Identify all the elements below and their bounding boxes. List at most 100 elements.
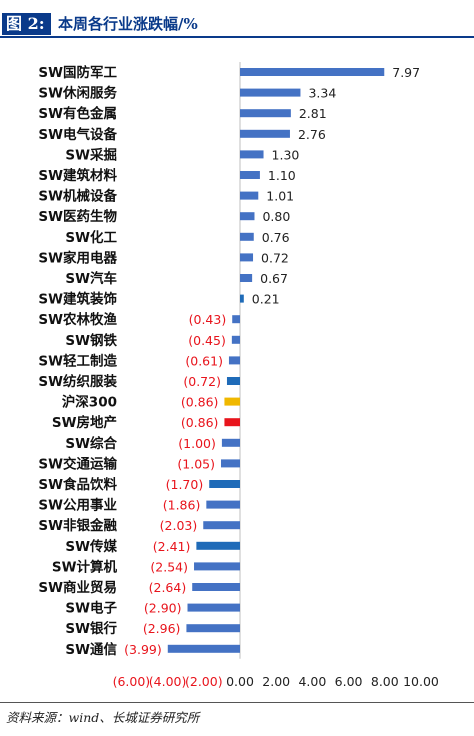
category-label: SW轻工制造 bbox=[38, 352, 117, 369]
category-label: SW商业贸易 bbox=[38, 579, 117, 596]
bar bbox=[240, 253, 254, 262]
bar bbox=[240, 191, 259, 200]
bar bbox=[240, 129, 290, 138]
bar bbox=[240, 88, 301, 97]
value-label: 1.10 bbox=[268, 168, 296, 183]
x-tick-label: 6.00 bbox=[335, 674, 363, 689]
category-label: SW通信 bbox=[65, 641, 117, 658]
bar bbox=[240, 294, 244, 303]
x-tick-label: 4.00 bbox=[298, 674, 326, 689]
bar-chart: SW国防军工 7.97 SW休闲服务 3.34 SW有色金属 2.81 SW电气设备 2.76… bbox=[38, 62, 439, 689]
value-label: 1.01 bbox=[266, 189, 294, 204]
category-label: SW纺织服装 bbox=[38, 373, 117, 390]
category-label: SW建筑材料 bbox=[38, 167, 117, 184]
footer-divider bbox=[0, 702, 474, 703]
value-label: 0.67 bbox=[260, 271, 288, 286]
value-label: 0.72 bbox=[261, 250, 289, 265]
value-label: (2.54) bbox=[150, 559, 188, 574]
bar bbox=[206, 500, 240, 509]
category-label: SW国防军工 bbox=[38, 64, 117, 81]
value-label: (0.45) bbox=[188, 333, 226, 348]
category-label: SW农林牧渔 bbox=[38, 311, 117, 328]
category-label: SW采掘 bbox=[65, 146, 117, 163]
bar bbox=[240, 150, 264, 159]
bars-layer bbox=[167, 62, 385, 659]
category-label: SW食品饮料 bbox=[38, 476, 117, 493]
bar bbox=[203, 521, 240, 530]
bar bbox=[240, 109, 291, 118]
value-label: 0.21 bbox=[252, 292, 280, 307]
category-label: SW有色金属 bbox=[38, 105, 117, 122]
bar bbox=[221, 438, 240, 447]
category-label: SW钢铁 bbox=[65, 332, 117, 349]
x-tick-label: 8.00 bbox=[371, 674, 399, 689]
value-label: (0.86) bbox=[181, 415, 219, 430]
source-note: 资料来源：wind、长城证券研究所 bbox=[6, 710, 200, 725]
bar bbox=[240, 171, 260, 179]
x-tick-label: (2.00) bbox=[185, 674, 223, 689]
x-tick-label: 2.00 bbox=[262, 674, 290, 689]
value-label: (3.99) bbox=[124, 642, 162, 657]
value-label: (1.86) bbox=[163, 498, 201, 513]
bar bbox=[187, 603, 240, 612]
value-label: (1.05) bbox=[177, 456, 215, 471]
bar bbox=[220, 459, 240, 468]
bar bbox=[194, 562, 240, 571]
value-label: (1.70) bbox=[166, 477, 204, 492]
value-label: (2.03) bbox=[160, 518, 198, 533]
value-label: (0.43) bbox=[189, 312, 227, 327]
value-label: 3.34 bbox=[308, 86, 336, 101]
x-tick-label: (4.00) bbox=[149, 674, 187, 689]
category-label: SW家用电器 bbox=[38, 249, 117, 266]
x-tick-label: 10.00 bbox=[403, 674, 439, 689]
bar bbox=[240, 68, 385, 76]
x-axis-ticks: (6.00)(4.00)(2.00) 0.00 2.00 4.00 6.00 8.00 10… bbox=[113, 674, 439, 689]
figure-tag: 图 2: bbox=[2, 13, 51, 35]
category-label: SW休闲服务 bbox=[38, 85, 117, 102]
value-label: (2.41) bbox=[153, 539, 191, 554]
value-label: (2.64) bbox=[149, 580, 187, 595]
category-label: SW银行 bbox=[65, 620, 117, 637]
bar bbox=[196, 541, 240, 550]
figure-title: 本周各行业涨跌幅/% bbox=[58, 15, 198, 33]
category-label: SW机械设备 bbox=[38, 188, 117, 205]
bar bbox=[209, 480, 240, 488]
bar bbox=[192, 583, 240, 591]
category-label: SW建筑装饰 bbox=[38, 291, 117, 308]
bar bbox=[167, 644, 240, 653]
bar bbox=[186, 624, 240, 633]
value-label: 0.76 bbox=[262, 230, 290, 245]
bar bbox=[240, 232, 254, 241]
bar bbox=[228, 356, 240, 365]
category-label: SW医药生物 bbox=[38, 208, 117, 225]
bar bbox=[226, 377, 240, 385]
category-label: SW公用事业 bbox=[38, 497, 117, 514]
value-label: (1.00) bbox=[178, 436, 216, 451]
category-label: SW传媒 bbox=[65, 538, 117, 555]
header-divider bbox=[0, 36, 474, 38]
value-label: (0.61) bbox=[185, 353, 223, 368]
value-label: 7.97 bbox=[392, 65, 420, 80]
figure-header: 图 2: 本周各行业涨跌幅/% bbox=[0, 0, 474, 38]
category-label: SW房地产 bbox=[52, 414, 117, 431]
value-label: 0.80 bbox=[262, 209, 290, 224]
value-label: 2.81 bbox=[299, 106, 327, 121]
value-label: (2.90) bbox=[144, 601, 182, 616]
value-label: (2.96) bbox=[143, 621, 181, 636]
x-tick-label: 0.00 bbox=[226, 674, 254, 689]
bar bbox=[224, 418, 240, 427]
category-label: SW交通运输 bbox=[38, 455, 117, 472]
value-label: 2.76 bbox=[298, 127, 326, 142]
x-tick-label: (6.00) bbox=[113, 674, 151, 689]
value-label: 1.30 bbox=[272, 147, 300, 162]
category-label: SW非银金融 bbox=[38, 517, 117, 534]
category-label: SW电子 bbox=[65, 600, 117, 617]
value-label: (0.86) bbox=[181, 395, 219, 410]
bar bbox=[231, 335, 240, 344]
category-label: SW综合 bbox=[65, 435, 117, 452]
category-label: SW化工 bbox=[65, 229, 117, 246]
bar bbox=[224, 397, 240, 406]
bar bbox=[240, 274, 253, 282]
labels-layer: SW国防军工 7.97 SW休闲服务 3.34 SW有色金属 2.81 SW电气设备 2.76… bbox=[38, 64, 420, 658]
value-label: (0.72) bbox=[183, 374, 221, 389]
